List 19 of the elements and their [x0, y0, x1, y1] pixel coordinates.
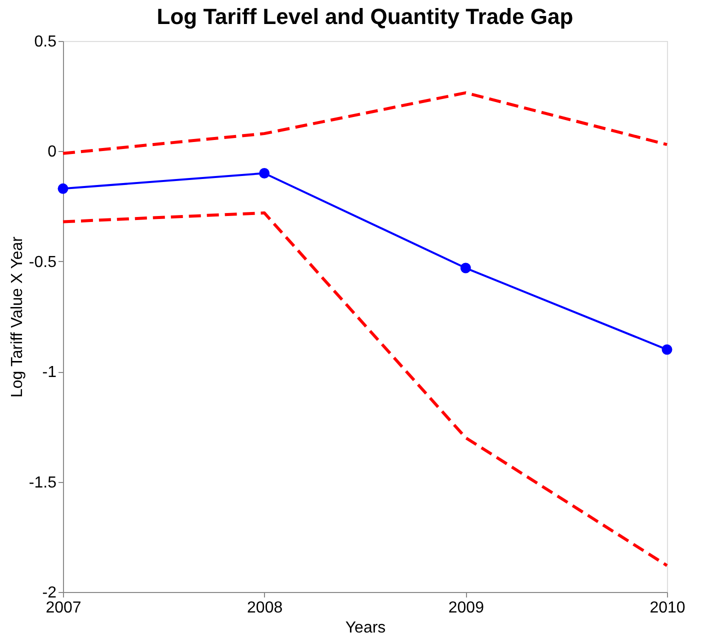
y-tick-label: 0: [48, 144, 57, 161]
y-tick-label: -0.5: [28, 254, 57, 271]
y-tick-label: -1.5: [28, 474, 57, 492]
line-series: [62, 91, 668, 155]
point: [662, 344, 672, 355]
y-tick-label: -1: [42, 364, 57, 382]
point: [259, 168, 270, 178]
point: [460, 262, 471, 274]
x-tick-label: 2007: [46, 600, 82, 616]
x-tick-label: 2008: [247, 600, 283, 616]
y-tick-label: -2: [42, 584, 57, 602]
x-tick-label: 2010: [650, 600, 686, 616]
line-series: [62, 211, 668, 568]
y-axis-title: Log Tariff Value X Year: [8, 236, 26, 398]
y-tick-label: 0.5: [34, 34, 57, 50]
x-tick-label: 2009: [448, 600, 484, 616]
x-axis-title: Years: [345, 620, 386, 636]
chart-title: Log Tariff Level and Quantity Trade Gap: [156, 4, 574, 29]
point: [58, 183, 68, 194]
